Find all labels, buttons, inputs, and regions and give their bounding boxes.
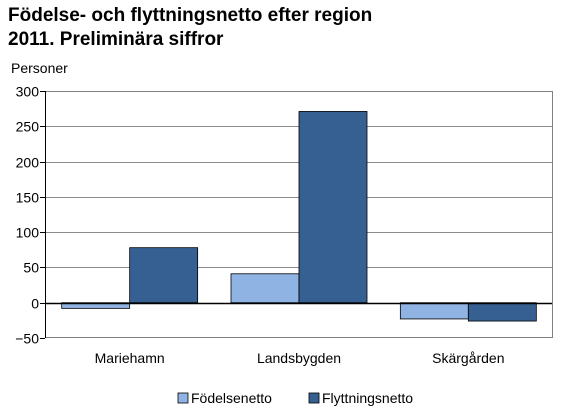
- bar: [230, 273, 300, 304]
- y-tick-label: 100: [16, 225, 40, 241]
- y-tick-label: 300: [16, 84, 40, 100]
- y-tick-label: 0: [31, 296, 39, 312]
- chart-title-line-1: Födelse- och flyttningsnetto efter regio…: [8, 5, 373, 26]
- y-tick-label: 150: [16, 190, 40, 206]
- y-tick-label: 250: [16, 119, 40, 135]
- chart-title-line-2: 2011. Preliminära siffror: [8, 29, 224, 50]
- bar: [467, 302, 537, 322]
- chart-title: Födelse- och flyttningsnetto efter regio…: [8, 4, 372, 52]
- bar: [61, 302, 131, 309]
- legend-swatch: [308, 392, 320, 404]
- y-tick-label: −50: [15, 331, 39, 347]
- x-tick-label: Skärgården: [432, 350, 504, 366]
- bar: [129, 247, 199, 304]
- y-tick-label: 200: [16, 155, 40, 171]
- y-axis-label: Personer: [11, 60, 68, 76]
- x-tick-label: Landsbygden: [257, 350, 341, 366]
- x-tick-label: Mariehamn: [95, 350, 165, 366]
- legend-label: Födelsenetto: [191, 390, 272, 406]
- legend-swatch: [177, 392, 189, 404]
- y-tick-label: 50: [23, 260, 39, 276]
- bar: [298, 111, 368, 304]
- legend-label: Flyttningsnetto: [322, 390, 413, 406]
- bar: [399, 302, 469, 320]
